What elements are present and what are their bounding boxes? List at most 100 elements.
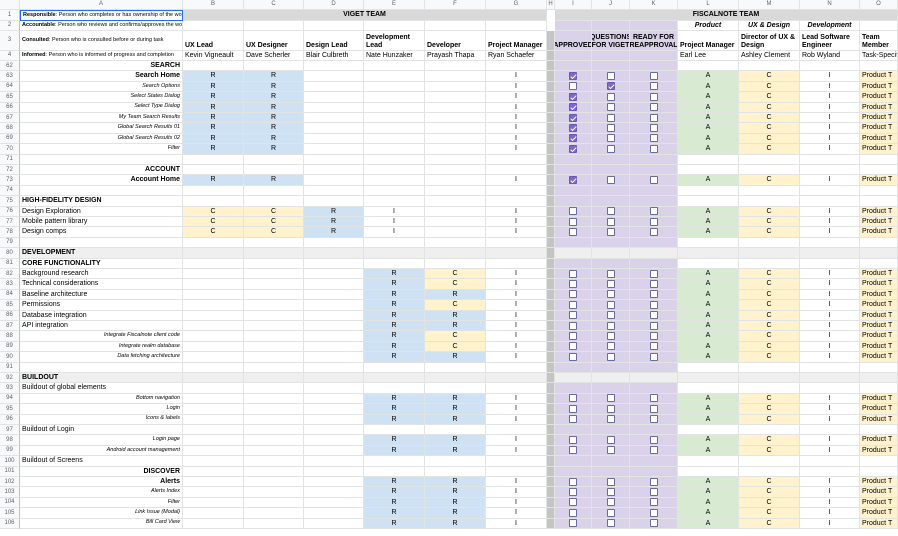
- raci-cell[interactable]: I: [486, 310, 547, 321]
- raci-cell[interactable]: [547, 404, 555, 415]
- raci-cell[interactable]: A: [678, 497, 739, 509]
- raci-cell[interactable]: [547, 206, 555, 217]
- raci-cell[interactable]: [547, 518, 555, 529]
- task-label[interactable]: DEVELOPMENT: [20, 248, 183, 259]
- raci-cell[interactable]: C: [739, 341, 800, 353]
- raci-cell[interactable]: [425, 237, 486, 249]
- raci-cell[interactable]: C: [425, 269, 486, 280]
- row-number[interactable]: 73: [0, 175, 20, 186]
- row-number[interactable]: 3: [0, 31, 20, 51]
- row-number[interactable]: 94: [0, 393, 20, 405]
- approved-checkbox[interactable]: [569, 394, 577, 403]
- row-number[interactable]: 87: [0, 321, 20, 332]
- raci-cell[interactable]: [244, 196, 304, 207]
- questions-checkbox[interactable]: [606, 498, 615, 507]
- raci-cell[interactable]: [860, 165, 898, 176]
- raci-cell[interactable]: [800, 456, 860, 467]
- raci-cell[interactable]: I: [800, 352, 860, 363]
- reapproval-checkbox[interactable]: [649, 498, 658, 507]
- raci-cell[interactable]: I: [800, 393, 860, 405]
- raci-cell[interactable]: [364, 102, 425, 113]
- reapproval-checkbox[interactable]: [649, 477, 658, 486]
- raci-cell[interactable]: [244, 404, 304, 415]
- raci-cell[interactable]: [547, 362, 555, 373]
- raci-cell[interactable]: [364, 185, 425, 197]
- task-label[interactable]: Integrate realm database: [20, 341, 183, 353]
- raci-cell[interactable]: [547, 279, 555, 290]
- raci-cell[interactable]: [183, 373, 244, 384]
- approved-checkbox[interactable]: [569, 342, 577, 351]
- raci-cell[interactable]: R: [364, 321, 425, 332]
- raci-cell[interactable]: [304, 404, 364, 415]
- raci-cell[interactable]: C: [425, 279, 486, 290]
- raci-cell[interactable]: [425, 123, 486, 134]
- approved-checkbox[interactable]: [569, 103, 577, 112]
- reapproval-checkbox[interactable]: [649, 321, 658, 330]
- approved-checkbox[interactable]: [569, 82, 577, 91]
- raci-cell[interactable]: I: [486, 71, 547, 82]
- approved-checkbox[interactable]: [569, 300, 577, 309]
- raci-cell[interactable]: [547, 92, 555, 103]
- approved-checkbox[interactable]: [569, 113, 577, 122]
- raci-cell[interactable]: I: [800, 289, 860, 301]
- raci-cell[interactable]: R: [183, 92, 244, 103]
- raci-cell[interactable]: [486, 383, 547, 394]
- questions-checkbox[interactable]: [606, 134, 615, 143]
- raci-cell[interactable]: R: [425, 518, 486, 529]
- raci-cell[interactable]: [425, 383, 486, 394]
- raci-cell[interactable]: [486, 456, 547, 467]
- approved-checkbox[interactable]: [569, 134, 577, 143]
- questions-checkbox[interactable]: [606, 82, 615, 91]
- raci-cell[interactable]: [547, 508, 555, 519]
- task-label[interactable]: Login page: [20, 435, 183, 446]
- raci-cell[interactable]: R: [364, 445, 425, 457]
- raci-cell[interactable]: I: [800, 404, 860, 415]
- reapproval-checkbox[interactable]: [649, 176, 658, 185]
- raci-cell[interactable]: [304, 61, 364, 72]
- raci-cell[interactable]: [304, 185, 364, 197]
- raci-cell[interactable]: C: [425, 331, 486, 342]
- raci-cell[interactable]: I: [486, 404, 547, 415]
- column-header-n[interactable]: N: [800, 0, 860, 10]
- raci-cell[interactable]: [678, 383, 739, 394]
- row-number[interactable]: 83: [0, 279, 20, 290]
- raci-cell[interactable]: [183, 289, 244, 301]
- approved-checkbox[interactable]: [569, 519, 577, 528]
- raci-cell[interactable]: Product T: [860, 102, 898, 113]
- raci-cell[interactable]: A: [678, 445, 739, 457]
- raci-cell[interactable]: R: [425, 445, 486, 457]
- raci-cell[interactable]: [860, 61, 898, 72]
- raci-cell[interactable]: [739, 456, 800, 467]
- raci-cell[interactable]: [860, 154, 898, 165]
- raci-cell[interactable]: [364, 113, 425, 124]
- raci-cell[interactable]: R: [364, 477, 425, 488]
- raci-cell[interactable]: [486, 425, 547, 436]
- raci-cell[interactable]: R: [183, 123, 244, 134]
- row-number[interactable]: 66: [0, 102, 20, 113]
- raci-cell[interactable]: [486, 466, 547, 477]
- raci-cell[interactable]: [860, 237, 898, 249]
- task-label[interactable]: Database integration: [20, 310, 183, 321]
- column-header-k[interactable]: K: [630, 0, 678, 10]
- raci-cell[interactable]: [547, 185, 555, 197]
- raci-cell[interactable]: [244, 497, 304, 509]
- raci-cell[interactable]: I: [486, 102, 547, 113]
- reapproval-checkbox[interactable]: [649, 144, 658, 153]
- task-label[interactable]: ACCOUNT: [20, 165, 183, 176]
- raci-cell[interactable]: Product T: [860, 477, 898, 488]
- raci-cell[interactable]: [547, 445, 555, 457]
- raci-cell[interactable]: [304, 113, 364, 124]
- raci-cell[interactable]: I: [364, 206, 425, 217]
- raci-cell[interactable]: R: [244, 123, 304, 134]
- reapproval-checkbox[interactable]: [649, 124, 658, 133]
- raci-cell[interactable]: [304, 477, 364, 488]
- task-label[interactable]: My Team Search Results: [20, 113, 183, 124]
- reapproval-checkbox[interactable]: [649, 332, 658, 341]
- raci-cell[interactable]: [486, 248, 547, 259]
- raci-cell[interactable]: [547, 81, 555, 93]
- raci-cell[interactable]: [547, 61, 555, 72]
- raci-cell[interactable]: Product T: [860, 227, 898, 238]
- raci-cell[interactable]: R: [364, 497, 425, 509]
- raci-cell[interactable]: R: [425, 404, 486, 415]
- raci-cell[interactable]: Product T: [860, 497, 898, 509]
